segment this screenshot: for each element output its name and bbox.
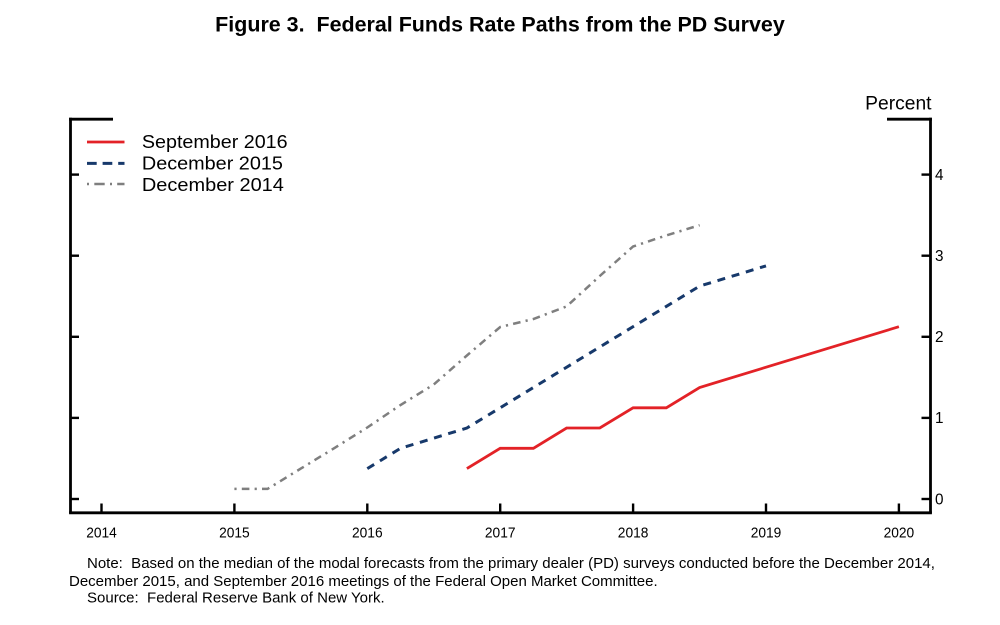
svg-text:0: 0 <box>935 491 944 508</box>
svg-text:4: 4 <box>935 167 944 184</box>
svg-text:2015: 2015 <box>219 525 250 542</box>
svg-text:December 2015: December 2015 <box>142 154 283 174</box>
svg-text:2017: 2017 <box>485 525 516 542</box>
svg-text:2020: 2020 <box>884 525 915 542</box>
svg-text:Percent: Percent <box>865 93 932 114</box>
svg-text:Figure 3. Federal Funds Rate: Figure 3. Federal Funds Rate Paths from … <box>215 13 785 36</box>
svg-text:2016: 2016 <box>352 525 383 542</box>
svg-text:September 2016: September 2016 <box>142 132 288 152</box>
svg-text:1: 1 <box>935 410 944 427</box>
svg-text:Note: Based on the median of: Note: Based on the median of the modal f… <box>87 555 935 572</box>
svg-text:December 2015, and September 2: December 2015, and September 2016 meetin… <box>69 573 658 590</box>
svg-text:2019: 2019 <box>751 525 782 542</box>
svg-text:2014: 2014 <box>86 525 117 542</box>
svg-text:December 2014: December 2014 <box>142 175 284 195</box>
svg-text:2018: 2018 <box>618 525 649 542</box>
svg-text:3: 3 <box>935 248 944 265</box>
svg-text:Source: Federal Reserve Bank: Source: Federal Reserve Bank of New York… <box>87 590 385 607</box>
svg-text:2: 2 <box>935 329 944 346</box>
